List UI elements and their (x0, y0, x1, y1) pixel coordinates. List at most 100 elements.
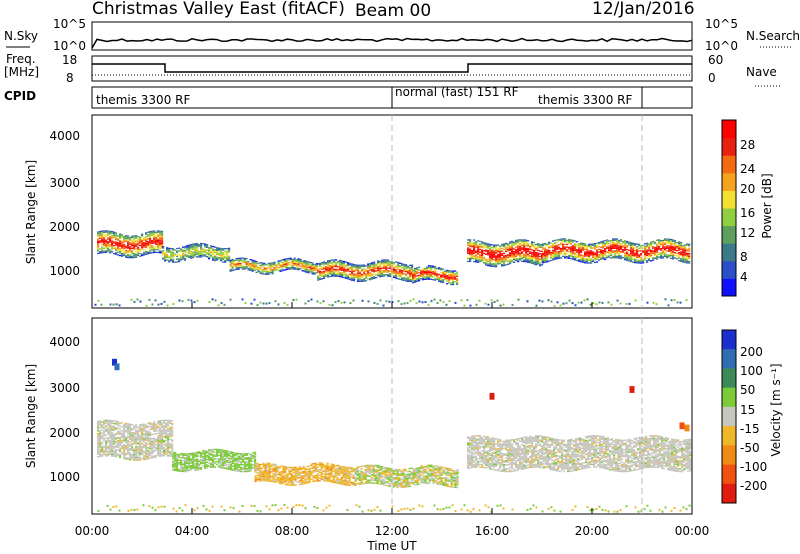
power-cell (475, 254, 478, 256)
power-cell (505, 249, 508, 251)
velocity-cell (107, 427, 110, 430)
velocity-cell (224, 462, 227, 464)
power-cell (216, 251, 219, 253)
power-cbar-tick-12: 12 (740, 226, 755, 240)
power-ground-cell (292, 299, 295, 302)
power-cell (614, 250, 617, 252)
power-cell (452, 283, 455, 286)
power-cell (688, 262, 691, 264)
power-cbar-tick-20: 20 (740, 182, 755, 196)
velocity-cell (250, 458, 253, 460)
power-cell (393, 271, 396, 273)
power-cell (121, 246, 124, 248)
power-cell (403, 277, 406, 279)
velocity-cell (125, 424, 128, 426)
velocity-cell (262, 463, 265, 465)
power-cell (428, 277, 431, 279)
velocity-cell (137, 459, 140, 461)
velocity-cell (103, 421, 106, 423)
power-cell (401, 267, 404, 269)
power-cell (141, 238, 144, 241)
power-cell (407, 276, 410, 278)
velocity-cell (141, 423, 144, 426)
power-cell (668, 256, 671, 258)
power-cell (369, 264, 372, 266)
power-cell (598, 251, 601, 253)
power-cell (491, 257, 494, 259)
power-cell (546, 243, 549, 245)
velocity-cell (169, 429, 172, 431)
velocity-cell (262, 465, 265, 467)
velocity-cell (302, 468, 305, 470)
velocity-cell (322, 466, 325, 468)
power-cell (644, 252, 647, 254)
power-cell (365, 273, 368, 275)
power-cell (546, 250, 549, 252)
power-cell (157, 245, 160, 247)
power-cell (503, 258, 506, 260)
power-cell (281, 265, 284, 268)
power-cell (103, 230, 106, 232)
power-ground-cell (253, 298, 256, 301)
velocity-cell (190, 452, 193, 455)
power-cell (422, 277, 425, 279)
power-cell (562, 241, 565, 243)
velocity-cell (159, 443, 162, 445)
power-cell (610, 245, 613, 247)
power-cell (291, 260, 294, 262)
power-cell (319, 273, 322, 275)
power-cell (672, 240, 675, 243)
velocity-cell (139, 434, 142, 437)
velocity-cell (276, 480, 279, 483)
velocity-cell (119, 444, 122, 446)
power-ground-cell (373, 301, 376, 304)
power-cell (676, 255, 679, 257)
power-cell (454, 274, 457, 276)
power-cell (295, 261, 298, 264)
power-cell (544, 246, 547, 249)
power-cell (656, 250, 659, 252)
velocity-cell (115, 427, 118, 429)
power-cell (255, 271, 258, 273)
power-cell (214, 255, 217, 258)
power-cell (259, 272, 262, 275)
power-cell (630, 255, 633, 257)
power-cell (133, 246, 136, 248)
power-cell (253, 267, 256, 269)
power-cell (387, 267, 390, 269)
velocity-cell (188, 461, 191, 463)
power-ground-cell (343, 301, 346, 304)
velocity-cell (117, 433, 120, 435)
velocity-cell (123, 445, 126, 447)
velocity-cell (222, 467, 225, 469)
power-cell (222, 253, 225, 255)
power-cell (642, 251, 645, 253)
velocity-cell (218, 461, 221, 463)
velocity-cell (238, 463, 241, 466)
power-cell (208, 250, 211, 252)
power-cell (133, 239, 136, 241)
power-cell (115, 249, 118, 251)
velocity-cell (232, 461, 235, 463)
power-cell (436, 276, 439, 278)
power-cell (527, 254, 530, 257)
power-cell (594, 255, 597, 257)
velocity-cell (137, 455, 140, 457)
power-cell (686, 243, 689, 245)
power-cell (119, 252, 122, 254)
velocity-cell (218, 466, 221, 468)
velocity-cell (264, 474, 267, 476)
power-cell (485, 249, 488, 251)
power-cell (412, 272, 415, 274)
velocity-cell (194, 452, 197, 454)
velocity-cell (137, 441, 140, 444)
velocity-cell (228, 461, 231, 464)
velocity-cell (105, 421, 108, 423)
power-cell (117, 246, 120, 248)
power-cell (576, 241, 579, 243)
power-cell (323, 268, 326, 270)
power-ground-cell (667, 304, 670, 307)
power-cell (469, 243, 472, 245)
velocity-cell (123, 423, 126, 426)
power-cell (580, 258, 583, 260)
